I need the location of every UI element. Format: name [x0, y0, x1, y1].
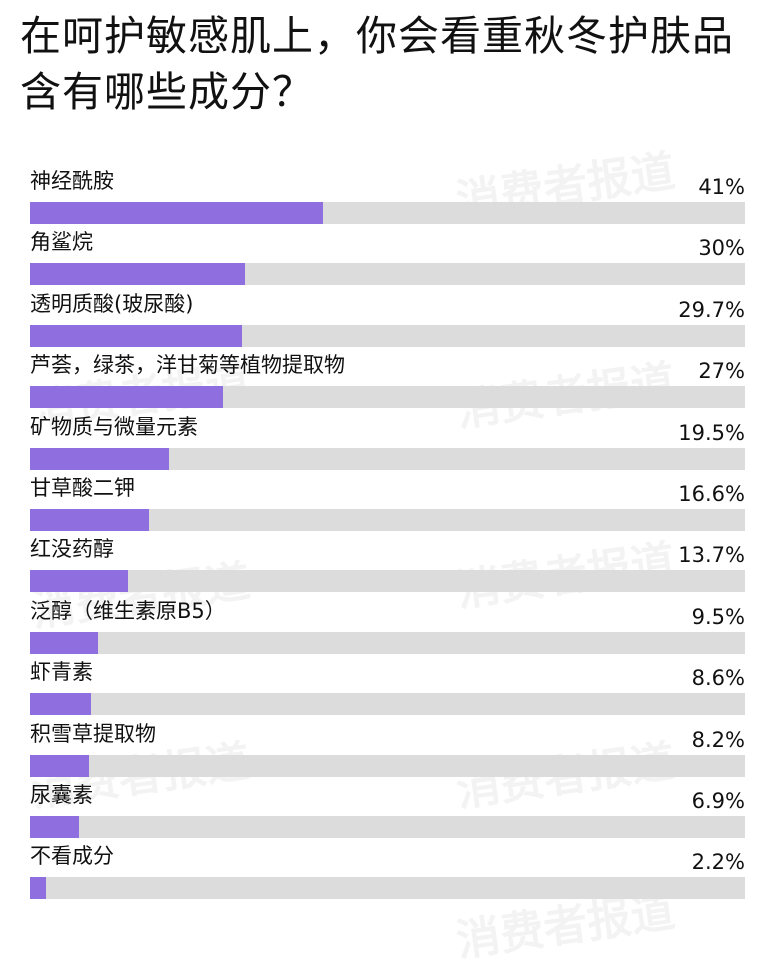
bar-track	[30, 386, 745, 409]
bar-row: 矿物质与微量元素 19.5%	[30, 414, 745, 470]
bar-row: 神经酰胺 41%	[30, 168, 745, 224]
bar-track	[30, 631, 745, 654]
bar	[30, 570, 128, 593]
value-label: 2.2%	[691, 850, 745, 875]
value-label: 16.6%	[678, 482, 745, 506]
bar-label: 透明质酸(玻尿酸)	[30, 291, 194, 316]
bar	[30, 816, 80, 838]
bar-track	[30, 263, 745, 286]
bar-track	[30, 877, 745, 900]
bar-track	[30, 754, 745, 777]
bar-label: 红没药醇	[30, 537, 114, 562]
bar-label: 甘草酸二钾	[30, 476, 135, 500]
bar-label: 矿物质与微量元素	[30, 414, 198, 439]
bar-row: 红没药醇 13.7%	[30, 536, 745, 593]
value-label: 6.9%	[691, 789, 745, 813]
bar-track	[30, 324, 745, 347]
bar-label: 神经酰胺	[30, 169, 114, 193]
bar	[30, 693, 92, 716]
bar-row: 虾青素 8.6%	[30, 659, 745, 716]
bar	[30, 324, 243, 347]
bar	[30, 631, 98, 654]
bar-label: 积雪草提取物	[30, 721, 156, 746]
bar-label: 虾青素	[30, 660, 93, 685]
bar-label: 泛醇（维生素原B5）	[30, 598, 226, 623]
value-label: 8.2%	[691, 727, 745, 752]
bar-track	[30, 202, 745, 224]
chart-title: 在呵护敏感肌上，你会看重秋冬护肤品含有哪些成分？	[20, 12, 734, 116]
bar-label: 尿囊素	[30, 783, 93, 807]
bar-row: 角鲨烷 30%	[30, 229, 745, 286]
value-label: 13.7%	[678, 543, 745, 568]
bar-row: 芦荟，绿茶，洋甘菊等植物提取物 27%	[30, 352, 745, 409]
bar-row: 甘草酸二钾 16.6%	[30, 475, 745, 531]
bar-track	[30, 447, 745, 470]
bar-track	[30, 509, 745, 531]
value-label: 27%	[698, 359, 745, 384]
bar-row: 泛醇（维生素原B5） 9.5%	[30, 598, 745, 654]
value-label: 9.5%	[691, 604, 745, 629]
bar-label: 芦荟，绿茶，洋甘菊等植物提取物	[30, 353, 345, 378]
bar-track	[30, 693, 745, 716]
value-label: 19.5%	[678, 420, 745, 445]
bar	[30, 754, 89, 777]
bar	[30, 202, 324, 224]
bar-row: 尿囊素 6.9%	[30, 782, 745, 838]
bar-row: 不看成分 2.2%	[30, 843, 745, 900]
bar	[30, 509, 149, 531]
value-label: 41%	[698, 175, 745, 199]
bar-row: 透明质酸(玻尿酸) 29.7%	[30, 291, 745, 347]
value-label: 8.6%	[691, 666, 745, 691]
bar-label: 角鲨烷	[30, 230, 93, 255]
bar	[30, 447, 170, 470]
bar-label: 不看成分	[30, 844, 114, 869]
bar-row: 积雪草提取物 8.2%	[30, 721, 745, 777]
value-label: 29.7%	[678, 297, 745, 322]
bar	[30, 877, 46, 900]
bar-track	[30, 816, 745, 838]
value-label: 30%	[698, 236, 745, 261]
bar	[30, 263, 245, 286]
bar-track	[30, 570, 745, 593]
bar	[30, 386, 224, 409]
